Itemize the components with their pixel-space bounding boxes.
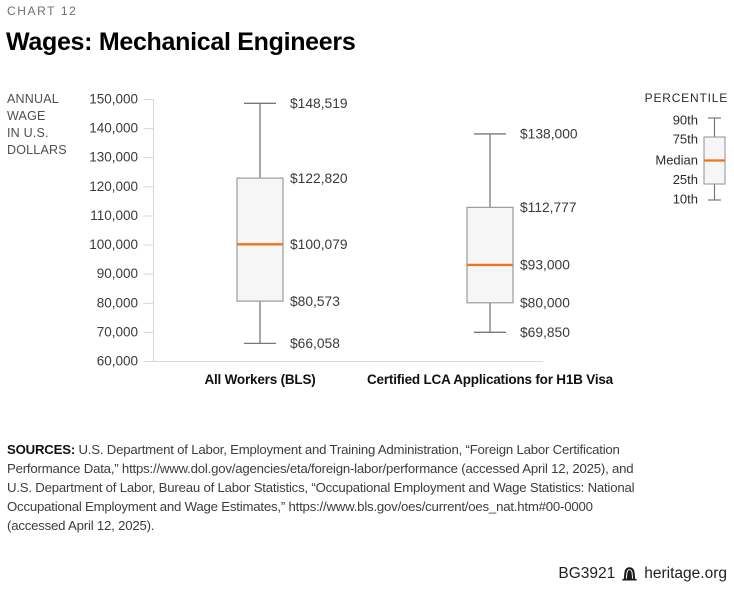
legend-label: 25th (673, 172, 698, 187)
y-tick-label: 70,000 (97, 324, 138, 339)
legend-label: 75th (673, 132, 698, 147)
boxplot-1-iqr-box (236, 177, 284, 302)
y-tick-label: 80,000 (97, 295, 138, 310)
value-label: $80,573 (290, 294, 340, 309)
y-axis-unit-label: ANNUAL WAGE IN U.S. DOLLARS (7, 92, 67, 157)
y-tick-label: 130,000 (89, 150, 138, 165)
value-label: $80,000 (520, 296, 570, 311)
category-label: All Workers (BLS) (204, 372, 315, 387)
value-label: $93,000 (520, 258, 570, 273)
legend-label: Median (655, 153, 698, 168)
y-tick-label: 100,000 (89, 237, 138, 252)
sources-prefix: SOURCES: (7, 442, 76, 458)
y-tick-label: 150,000 (89, 92, 138, 107)
chart-number: CHART 12 (7, 4, 78, 18)
value-label: $112,777 (520, 200, 577, 215)
y-tick-label: 60,000 (97, 354, 138, 369)
y-tick-label: 110,000 (90, 208, 138, 223)
value-label: $138,000 (520, 127, 578, 142)
legend-title: PERCENTILE (644, 91, 728, 105)
legend-label: 90th (673, 113, 698, 128)
boxplot-2-iqr-box (466, 206, 514, 304)
sources-note: SOURCES: U.S. Department of Labor, Emplo… (7, 440, 729, 535)
sources-text: U.S. Department of Labor, Employment and… (7, 442, 635, 534)
report-id: BG3921 (558, 565, 616, 582)
value-label: $148,519 (290, 96, 348, 111)
legend-label: 10th (673, 192, 698, 207)
y-tick-label: 90,000 (97, 266, 138, 281)
y-tick-label: 140,000 (89, 121, 138, 136)
value-label: $122,820 (290, 171, 348, 186)
y-tick-label: 120,000 (89, 179, 138, 194)
footer: BG3921 heritage.org (558, 565, 727, 583)
value-label: $66,058 (290, 336, 340, 351)
liberty-bell-icon (622, 567, 637, 581)
page-title: Wages: Mechanical Engineers (6, 28, 356, 56)
category-label: Certified LCA Applications for H1B Visa (367, 372, 614, 387)
value-label: $100,079 (290, 237, 348, 252)
site-link[interactable]: heritage.org (644, 565, 727, 582)
value-label: $69,850 (520, 325, 570, 340)
